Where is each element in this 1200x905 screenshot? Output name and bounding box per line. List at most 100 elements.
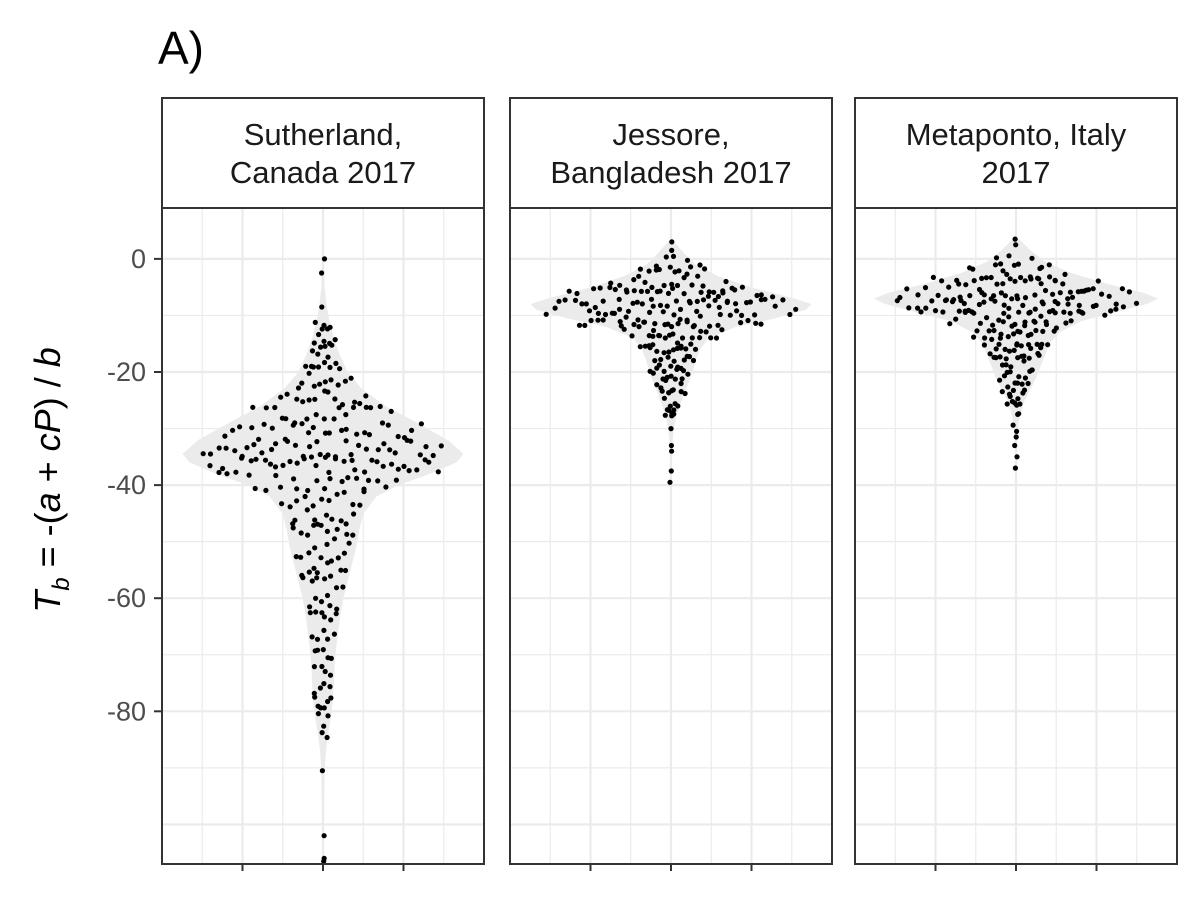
data-point (321, 256, 328, 262)
data-point (663, 377, 669, 383)
data-point (947, 321, 953, 327)
data-point (414, 467, 420, 473)
data-point (595, 317, 601, 323)
data-point (1006, 253, 1012, 259)
data-point (672, 269, 678, 275)
data-point (1063, 320, 1069, 326)
data-point (1011, 347, 1017, 353)
data-point (713, 335, 720, 341)
data-point (1039, 264, 1045, 270)
data-point (305, 487, 311, 494)
data-point (574, 290, 580, 297)
data-point (679, 376, 685, 382)
data-point (299, 421, 305, 427)
data-point (304, 507, 310, 513)
data-point (306, 569, 312, 575)
data-point (674, 340, 681, 346)
facet-strip-label: Sutherland, (244, 117, 403, 152)
data-point (1014, 342, 1020, 348)
facet-strip (854, 97, 1178, 209)
data-point (922, 285, 929, 291)
data-point (339, 478, 345, 485)
data-point (597, 285, 603, 291)
data-point (631, 321, 637, 328)
data-point (979, 275, 985, 281)
data-point (940, 309, 946, 315)
data-point (631, 288, 637, 294)
data-point (262, 457, 269, 463)
data-point (1014, 402, 1020, 408)
data-point (417, 452, 423, 458)
data-point (666, 349, 672, 355)
data-point (639, 301, 645, 307)
facet-panels: Sutherland,Canada 2017Jessore,Bangladesh… (161, 97, 1178, 871)
data-point (1026, 355, 1032, 361)
data-point (284, 391, 290, 397)
data-point (608, 280, 614, 286)
data-point (256, 436, 262, 442)
data-point (1126, 289, 1132, 295)
data-point (1011, 262, 1018, 268)
data-point (279, 501, 285, 507)
data-point (676, 268, 682, 274)
data-point (331, 631, 337, 637)
data-point (222, 433, 228, 439)
data-point (312, 545, 318, 551)
data-point (1026, 310, 1032, 316)
data-point (1120, 304, 1126, 310)
data-point (314, 570, 320, 576)
data-point (939, 278, 945, 284)
data-point (1016, 309, 1022, 315)
data-point (318, 599, 325, 605)
data-point (706, 303, 712, 309)
data-point (636, 324, 642, 330)
data-point (343, 426, 349, 432)
data-point (993, 355, 999, 361)
data-point (991, 327, 997, 334)
data-point (401, 463, 407, 469)
data-point (984, 315, 990, 321)
data-point (672, 376, 678, 382)
data-point (1067, 310, 1073, 316)
data-point (946, 284, 952, 290)
data-point (674, 366, 680, 372)
data-point (966, 307, 972, 313)
data-point (326, 497, 332, 504)
data-point (653, 263, 660, 269)
data-point (294, 486, 300, 492)
data-point (1015, 396, 1021, 402)
data-point (311, 565, 317, 571)
data-point (1002, 346, 1008, 352)
data-point (318, 705, 324, 711)
data-point (961, 300, 967, 307)
data-point (642, 279, 648, 285)
data-point (326, 430, 332, 436)
data-point (616, 296, 622, 302)
data-point (1016, 374, 1022, 380)
data-point (1012, 465, 1019, 471)
data-point (1093, 302, 1099, 308)
data-point (595, 310, 602, 316)
data-point (987, 351, 993, 357)
data-point (738, 320, 744, 326)
data-point (310, 364, 316, 370)
data-point (1022, 323, 1028, 329)
data-point (314, 575, 320, 581)
data-point (993, 255, 1000, 261)
data-point (706, 289, 712, 295)
data-point (321, 681, 327, 687)
data-point (993, 346, 999, 352)
data-point (637, 344, 643, 350)
data-point (1053, 325, 1059, 331)
data-point (1067, 289, 1073, 295)
data-point (1022, 278, 1028, 284)
data-point (572, 297, 579, 303)
y-tick-labels: 0 -20 -40 -60 -80 (107, 244, 162, 726)
data-point (654, 382, 660, 388)
data-point (733, 301, 739, 307)
data-point (1015, 296, 1021, 302)
data-point (971, 334, 977, 340)
facet-panel: Sutherland,Canada 2017 (161, 97, 485, 871)
data-point (332, 456, 339, 462)
data-point (338, 567, 344, 573)
